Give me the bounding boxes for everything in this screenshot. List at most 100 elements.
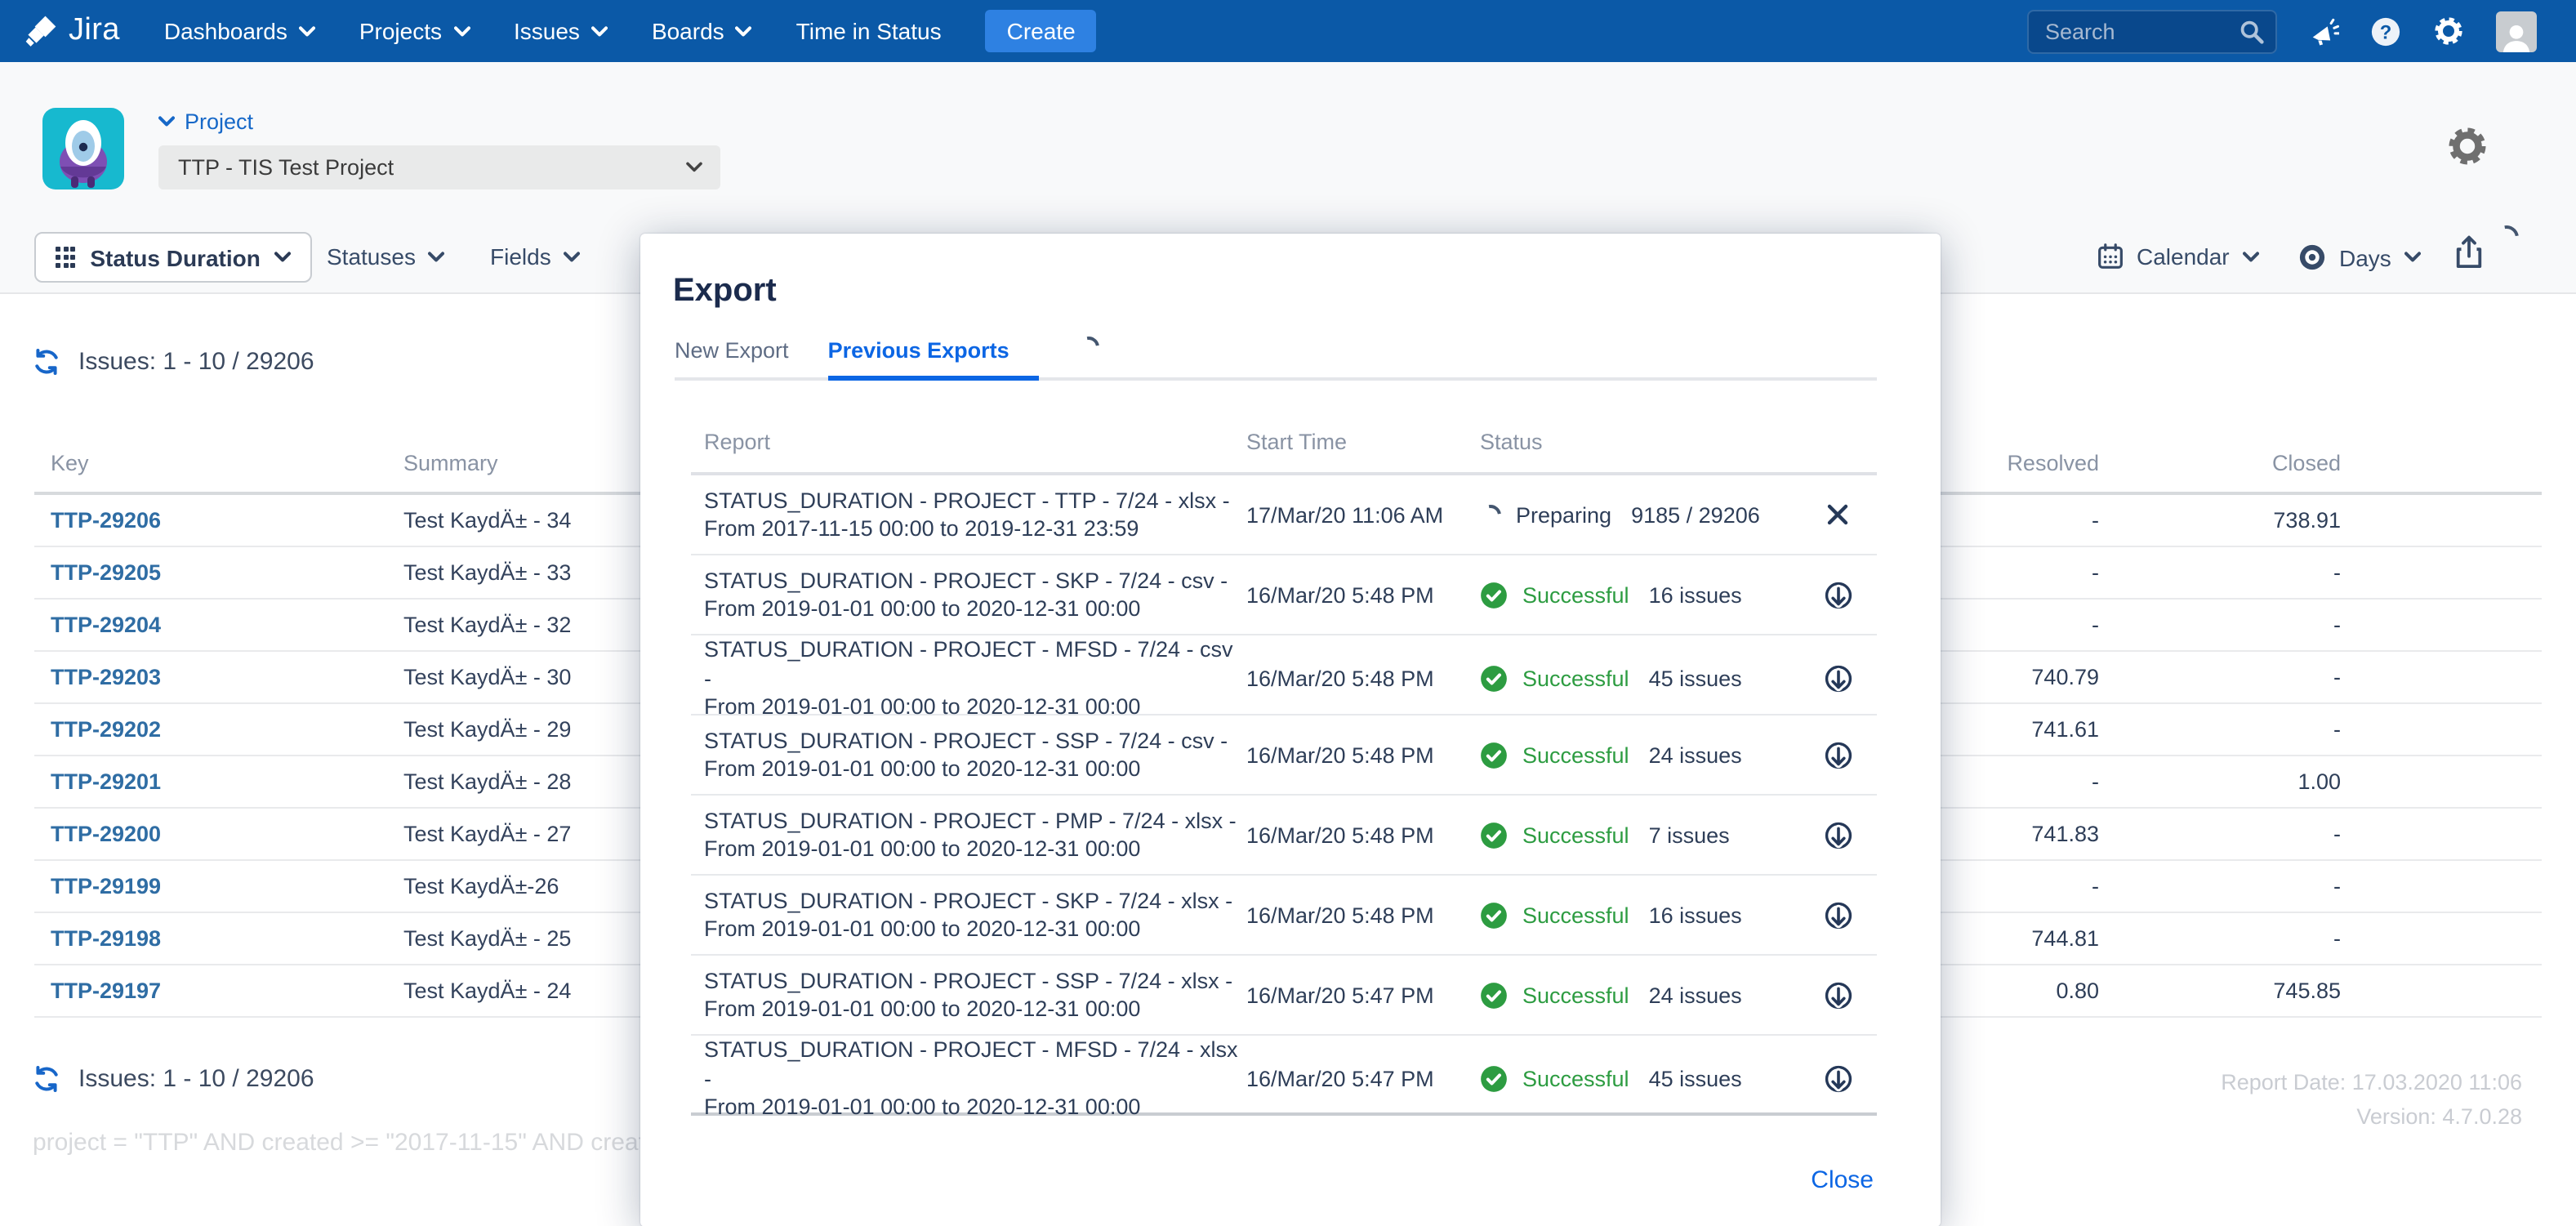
export-report-line2: From 2019-01-01 00:00 to 2020-12-31 00:0… bbox=[704, 755, 1246, 783]
export-report-name: STATUS_DURATION - PROJECT - SKP - 7/24 -… bbox=[691, 566, 1246, 623]
help-icon[interactable]: ? bbox=[2370, 16, 2401, 47]
export-row: STATUS_DURATION - PROJECT - MFSD - 7/24 … bbox=[691, 635, 1877, 716]
report-meta: Report Date: 17.03.2020 11:06 Version: 4… bbox=[2221, 1065, 2522, 1134]
jira-logo[interactable]: Jira bbox=[23, 13, 120, 49]
nav-item-label: Time in Status bbox=[796, 18, 942, 44]
download-export-button[interactable] bbox=[1822, 979, 1853, 1010]
chevron-down-icon bbox=[736, 25, 752, 37]
issue-key-link[interactable]: TTP-29204 bbox=[51, 600, 161, 650]
project-select[interactable]: TTP - TIS Test Project bbox=[158, 145, 720, 189]
calendar-dropdown[interactable]: Calendar bbox=[2097, 243, 2259, 270]
export-button[interactable] bbox=[2453, 235, 2485, 270]
export-status-detail: 45 issues bbox=[1649, 1067, 1742, 1091]
issue-key-link[interactable]: TTP-29201 bbox=[51, 756, 161, 807]
download-icon bbox=[1822, 663, 1853, 694]
export-report-line1: STATUS_DURATION - PROJECT - SKP - 7/24 -… bbox=[704, 886, 1246, 915]
column-resolved[interactable]: Resolved bbox=[2007, 451, 2099, 475]
nav-item-label: Boards bbox=[652, 18, 724, 44]
export-status-label: Successful bbox=[1522, 903, 1629, 927]
nav-item-boards[interactable]: Boards bbox=[652, 18, 752, 44]
refresh-icon[interactable] bbox=[33, 348, 60, 376]
export-report-line2: From 2017-11-15 00:00 to 2019-12-31 23:5… bbox=[704, 515, 1246, 543]
download-icon bbox=[1822, 579, 1853, 610]
project-select-value: TTP - TIS Test Project bbox=[178, 155, 394, 180]
chevron-down-icon bbox=[429, 251, 445, 262]
export-actions bbox=[1798, 1063, 1877, 1094]
modal-close-link[interactable]: Close bbox=[1811, 1166, 1874, 1194]
issue-resolved: - bbox=[2092, 756, 2099, 807]
tab-previous-exports[interactable]: Previous Exports bbox=[828, 338, 1009, 377]
download-export-button[interactable] bbox=[1822, 1063, 1853, 1094]
download-export-button[interactable] bbox=[1822, 739, 1853, 770]
page-settings-gear-icon[interactable] bbox=[2445, 124, 2489, 176]
user-avatar[interactable] bbox=[2496, 11, 2537, 51]
statuses-dropdown[interactable]: Statuses bbox=[327, 243, 445, 270]
export-status-detail: 7 issues bbox=[1649, 823, 1730, 847]
column-summary[interactable]: Summary bbox=[403, 451, 498, 475]
nav-item-time-in-status[interactable]: Time in Status bbox=[796, 18, 942, 44]
refresh-icon[interactable] bbox=[33, 1065, 60, 1093]
issue-key-link[interactable]: TTP-29199 bbox=[51, 861, 161, 912]
chevron-down-icon bbox=[2404, 252, 2421, 263]
export-start-time: 16/Mar/20 5:48 PM bbox=[1246, 666, 1480, 691]
user-silhouette-icon bbox=[2499, 20, 2534, 51]
issue-closed: - bbox=[2333, 704, 2341, 755]
close-icon bbox=[1826, 503, 1849, 526]
issue-key-link[interactable]: TTP-29205 bbox=[51, 547, 161, 598]
fields-dropdown[interactable]: Fields bbox=[490, 243, 581, 270]
download-icon bbox=[1822, 1063, 1853, 1094]
export-report-line2: From 2019-01-01 00:00 to 2020-12-31 00:0… bbox=[704, 835, 1246, 863]
days-dropdown[interactable]: Days bbox=[2298, 243, 2421, 271]
column-key[interactable]: Key bbox=[51, 451, 89, 475]
export-report-name: STATUS_DURATION - PROJECT - MFSD - 7/24 … bbox=[691, 1036, 1246, 1121]
tab-new-export[interactable]: New Export bbox=[675, 338, 789, 377]
download-export-button[interactable] bbox=[1822, 819, 1853, 850]
download-icon bbox=[1822, 979, 1853, 1010]
download-export-button[interactable] bbox=[1822, 663, 1853, 694]
report-version: Version: 4.7.0.28 bbox=[2221, 1099, 2522, 1134]
cancel-export-button[interactable] bbox=[1826, 503, 1849, 526]
report-type-button[interactable]: Status Duration bbox=[34, 232, 313, 283]
export-report-line1: STATUS_DURATION - PROJECT - SSP - 7/24 -… bbox=[704, 966, 1246, 995]
nav-item-issues[interactable]: Issues bbox=[514, 18, 608, 44]
create-button[interactable]: Create bbox=[986, 10, 1097, 52]
issue-key-link[interactable]: TTP-29198 bbox=[51, 913, 161, 964]
download-export-button[interactable] bbox=[1822, 579, 1853, 610]
chevron-down-icon bbox=[591, 25, 608, 37]
column-closed[interactable]: Closed bbox=[2272, 451, 2341, 475]
announcement-icon[interactable] bbox=[2308, 16, 2339, 47]
export-start-time: 16/Mar/20 5:47 PM bbox=[1246, 983, 1480, 1007]
issue-key-link[interactable]: TTP-29197 bbox=[51, 965, 161, 1016]
export-status: Successful 16 issues bbox=[1480, 581, 1798, 609]
issue-closed: - bbox=[2333, 600, 2341, 650]
export-report-line2: From 2019-01-01 00:00 to 2020-12-31 00:0… bbox=[704, 995, 1246, 1023]
export-report-line2: From 2019-01-01 00:00 to 2020-12-31 00:0… bbox=[704, 1093, 1246, 1121]
download-icon bbox=[1822, 819, 1853, 850]
issue-key-link[interactable]: TTP-29202 bbox=[51, 704, 161, 755]
nav-item-dashboards[interactable]: Dashboards bbox=[164, 18, 315, 44]
nav-item-projects[interactable]: Projects bbox=[359, 18, 470, 44]
success-check-icon bbox=[1480, 981, 1508, 1009]
download-export-button[interactable] bbox=[1822, 899, 1853, 930]
issue-closed: - bbox=[2333, 547, 2341, 598]
export-status-label: Successful bbox=[1522, 582, 1629, 607]
project-breadcrumb-label: Project bbox=[185, 109, 253, 134]
issue-summary: Test KaydÄ± - 32 bbox=[403, 600, 571, 650]
exports-table: Report Start Time Status STATUS_DURATION… bbox=[691, 407, 1877, 1116]
issue-key-link[interactable]: TTP-29206 bbox=[51, 495, 161, 546]
issue-summary: Test KaydÄ± - 29 bbox=[403, 704, 571, 755]
issue-resolved: 740.79 bbox=[2031, 652, 2099, 702]
project-breadcrumb[interactable]: Project bbox=[158, 109, 253, 134]
export-report-line1: STATUS_DURATION - PROJECT - TTP - 7/24 -… bbox=[704, 486, 1246, 515]
exports-table-body: STATUS_DURATION - PROJECT - TTP - 7/24 -… bbox=[691, 475, 1877, 1116]
issue-key-link[interactable]: TTP-29203 bbox=[51, 652, 161, 702]
issue-key-link[interactable]: TTP-29200 bbox=[51, 809, 161, 859]
issue-summary: Test KaydÄ± - 30 bbox=[403, 652, 571, 702]
chevron-down-icon bbox=[453, 25, 470, 37]
project-avatar[interactable] bbox=[42, 108, 124, 189]
calendar-icon bbox=[2097, 243, 2124, 270]
export-actions bbox=[1798, 979, 1877, 1010]
issue-closed: - bbox=[2333, 809, 2341, 859]
gear-icon[interactable] bbox=[2432, 15, 2465, 47]
export-modal: Export New Export Previous Exports Repor… bbox=[640, 234, 1941, 1226]
